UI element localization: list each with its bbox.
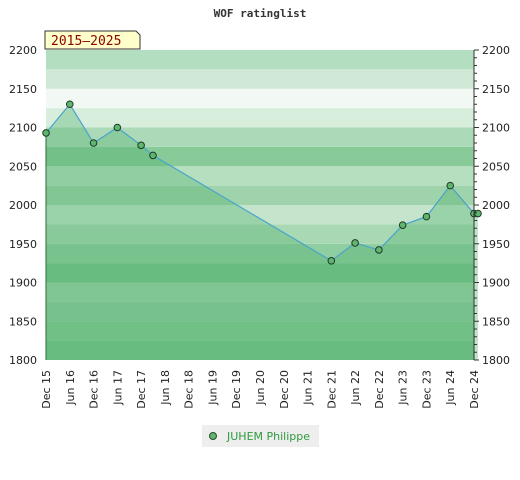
x-tick-label: Dec 24 [468,370,481,409]
y-tick-label: 1900 [9,277,37,290]
y-tick-label: 1800 [9,354,37,367]
x-tick-label: Dec 23 [420,370,433,409]
series-line [45,103,478,360]
y-tick-label: 1950 [482,238,510,251]
x-tick-label: Dec 22 [373,370,386,409]
x-axis: Dec 15 Jun 16 Dec 16 Jun 17 Dec 17 Jun 18 Dec … [40,370,481,409]
band [46,127,474,147]
x-tick-label: Jun 18 [159,370,172,406]
y-tick-label: 2150 [9,83,37,96]
y-tick-label: 2050 [482,160,510,173]
series-markers [42,100,482,265]
y-tick-label: 2100 [9,122,37,135]
x-tick-label: Dec 19 [230,370,243,409]
y-tick-label: 2200 [482,44,510,57]
x-tick-label: Dec 21 [325,370,338,409]
band [46,185,474,205]
legend-marker [209,432,217,440]
y-tick-label: 2000 [9,199,37,212]
data-point [113,123,122,132]
band [46,301,474,322]
y-tick-label: 1800 [482,354,510,367]
y-tick-label: 2150 [482,83,510,96]
data-point [137,141,145,150]
band [46,340,474,360]
period-badge: 2015–2025 [44,30,141,50]
data-point [398,221,407,229]
band [46,50,474,70]
x-tick-label: Jun 20 [254,370,267,406]
y-tick-label: 2100 [482,122,510,135]
y-axis-left: 1800 1850 1900 1950 2000 2050 2100 2150 2200 [9,44,37,367]
y-tick-label: 1900 [482,277,510,290]
band [46,88,474,109]
x-tick-label: Dec 15 [40,370,53,409]
band [46,69,474,89]
data-point [149,151,157,160]
band [46,166,474,186]
data-point [422,212,431,221]
x-tick-label: Jun 22 [349,370,362,406]
y-tick-label: 1850 [482,315,510,328]
data-point [446,181,455,190]
x-tick-label: Dec 18 [183,370,196,409]
data-point [89,139,98,147]
band [46,321,474,341]
band [46,282,474,302]
legend[interactable]: JUHEM Philippe [202,425,319,447]
period-label: 2015–2025 [51,34,121,49]
rating-line [45,103,478,262]
x-tick-label: Dec 20 [278,370,291,409]
y-tick-label: 1850 [9,315,37,328]
data-point [65,100,74,109]
x-tick-label: Jun 16 [64,370,77,406]
band [46,243,474,264]
y-tick-label: 2050 [9,160,37,173]
data-point [351,239,359,247]
data-point [375,246,383,254]
data-point [42,129,50,137]
band [46,108,474,128]
legend-label: JUHEM Philippe [226,430,310,443]
area-fill [46,104,478,360]
chart-title: WOF ratinglist [214,7,307,20]
background-bands [46,50,474,360]
x-tick-label: Dec 16 [88,370,101,409]
band [46,224,474,244]
x-tick-label: Dec 17 [135,370,148,409]
x-tick-label: Jun 17 [111,370,124,406]
y-tick-label: 2000 [482,199,510,212]
band [46,263,474,283]
series-area [46,104,478,360]
y-axis-right: 1800 1850 1900 1950 2000 2050 2100 2150 2200 [473,44,510,367]
y-tick-label: 2200 [9,44,37,57]
y-tick-label: 1950 [9,238,37,251]
x-tick-label: Jun 23 [397,370,410,406]
x-tick-label: Jun 21 [302,370,315,406]
x-tick-label: Jun 19 [206,370,219,406]
x-tick-label: Jun 24 [444,370,457,406]
data-point [327,257,336,265]
data-point [474,209,482,218]
band [46,205,474,225]
